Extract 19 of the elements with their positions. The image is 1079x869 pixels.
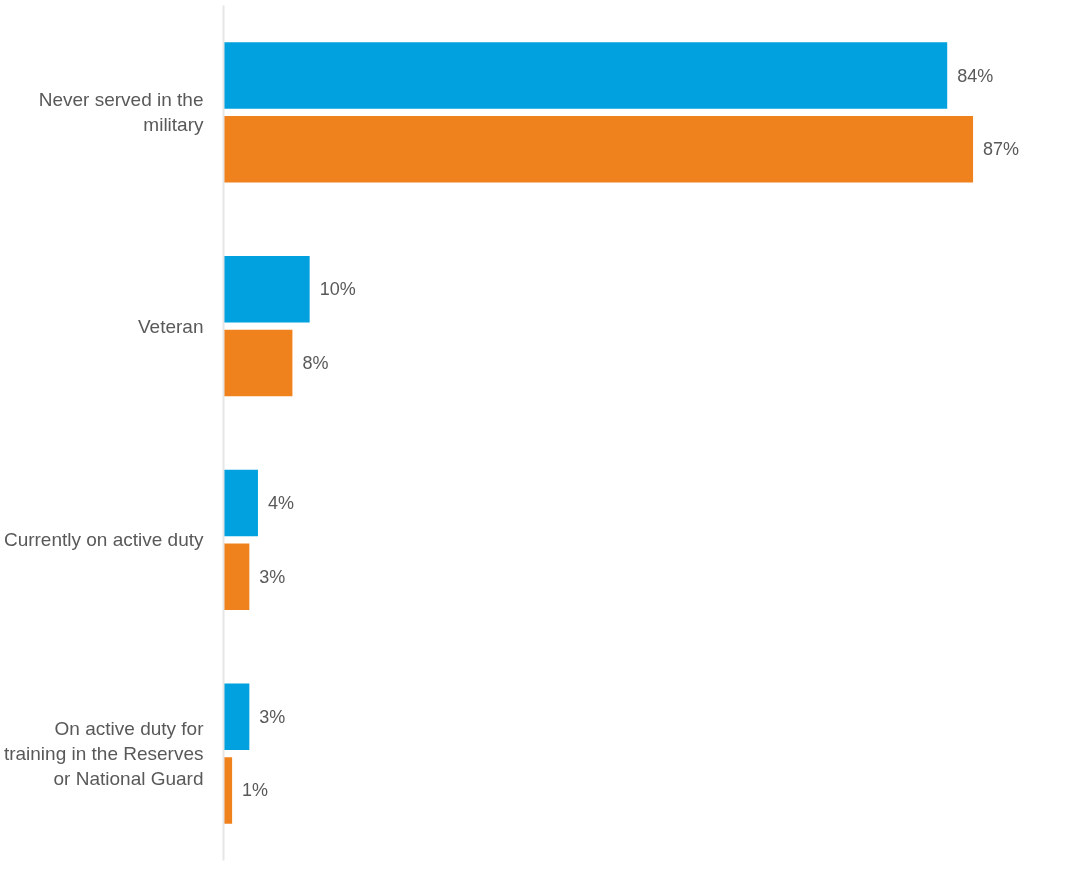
data-label: 10% [319, 279, 356, 300]
y-tick-label: Currently on active duty [3, 529, 204, 551]
data-label: 1% [242, 780, 269, 801]
y-tick-label: Veteran [138, 315, 204, 337]
bar [223, 329, 293, 397]
data-label: 87% [983, 139, 1020, 160]
bar [223, 116, 974, 183]
bar [223, 683, 250, 750]
y-tick-label: On active duty for training in the Reserves or National Guard [3, 717, 205, 790]
bar [223, 42, 948, 109]
bar [223, 543, 250, 610]
bar [223, 469, 258, 537]
data-label: 3% [259, 566, 286, 587]
data-label: 4% [267, 493, 294, 513]
data-label: 3% [259, 706, 286, 727]
y-tick-label: Never served in the military [38, 89, 204, 136]
bar [223, 256, 310, 323]
data-label: 8% [302, 353, 329, 373]
data-label: 84% [957, 65, 994, 86]
